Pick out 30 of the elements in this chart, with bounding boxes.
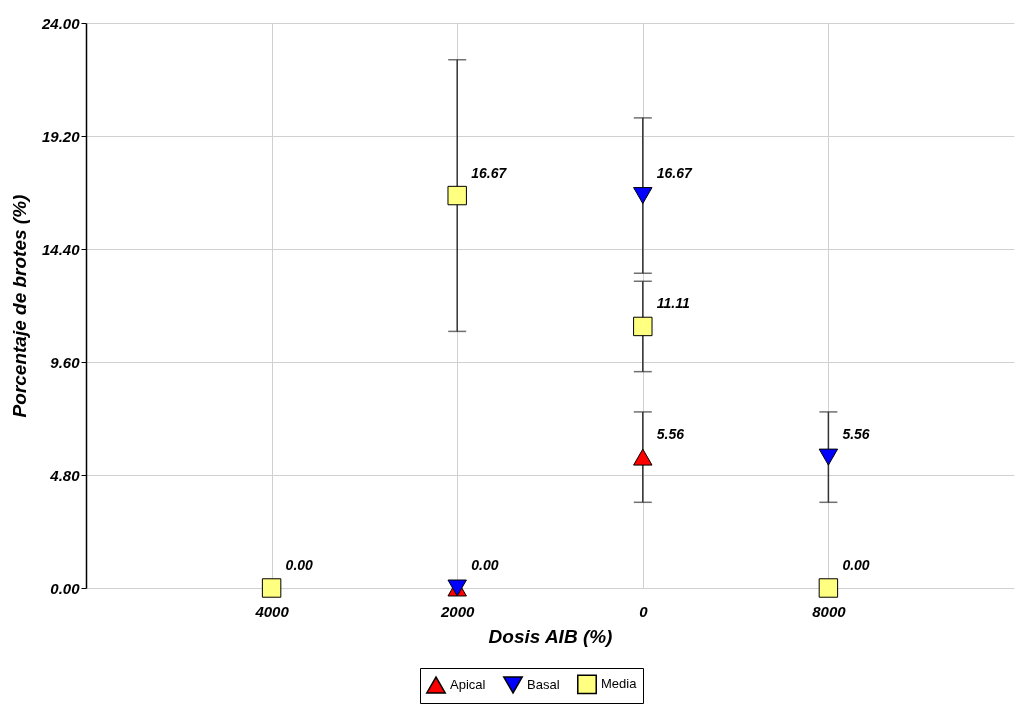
legend-label: Basal <box>527 677 560 693</box>
point <box>818 578 839 598</box>
data-label: 0.00 <box>842 557 870 573</box>
y-tick-label: 9.60 <box>50 353 81 371</box>
point <box>633 316 653 337</box>
x-tick-label: 0 <box>639 602 649 620</box>
y-tick-label: 0.00 <box>50 579 81 597</box>
legend-label: Media <box>601 676 638 692</box>
x-tick-label: 4000 <box>254 602 290 620</box>
y-axis-title: Porcentaje de brotes (%) <box>8 194 30 418</box>
y-tick-label: 4.80 <box>49 466 81 484</box>
data-label: 16.67 <box>656 164 694 181</box>
x-axis-title: Dosis AIB (%) <box>488 625 613 647</box>
point <box>633 187 653 205</box>
data-label: 5.56 <box>656 426 685 443</box>
y-tick-label: 19.20 <box>41 127 81 145</box>
data-label: 16.67 <box>471 164 508 181</box>
point <box>261 578 282 598</box>
y-tick-label: 24.00 <box>40 14 81 32</box>
x-tick-label: 8000 <box>812 602 847 620</box>
data-label: 5.56 <box>842 426 870 443</box>
point <box>447 185 467 206</box>
point <box>818 448 839 466</box>
legend-label: Apical <box>450 677 486 693</box>
data-label: 0.00 <box>471 557 499 573</box>
data-label: 0.00 <box>285 557 314 573</box>
data-label: 11.11 <box>656 295 690 312</box>
y-tick-label: 14.40 <box>41 240 81 258</box>
point <box>633 448 653 466</box>
x-tick-label: 2000 <box>440 602 476 620</box>
